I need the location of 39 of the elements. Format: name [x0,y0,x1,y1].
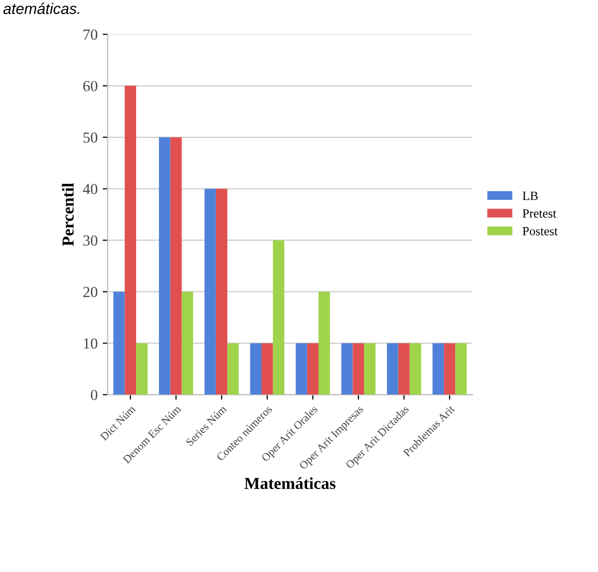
y-tick-label: 0 [90,390,98,400]
legend-label: Pretest [522,209,556,218]
bar [262,343,273,395]
bar [216,188,228,395]
x-axis-title: Matemáticas [244,477,336,490]
x-tick-label: Dict Núm [99,404,136,441]
bar [410,343,422,395]
y-tick-label: 40 [82,184,98,194]
bar [296,343,308,395]
bar [136,343,148,395]
bar [318,292,330,395]
bar [272,240,284,395]
legend-label: LB [522,192,538,200]
bar [158,137,170,395]
text: atemáticas. [3,2,80,14]
bar [204,188,216,395]
bar [444,343,456,395]
bar [250,343,262,395]
bar [432,343,444,395]
bar [455,343,467,395]
y-tick-label: 20 [83,286,98,298]
y-tick-label: 70 [84,29,98,40]
legend-label: Postest [522,227,558,236]
bar [170,137,182,395]
y-tick-label: 10 [84,338,98,349]
y-tick-label: 50 [84,132,98,143]
bar [398,343,410,395]
bar [352,343,364,395]
bar [364,343,376,395]
bar [341,343,353,395]
y-tick-label: 60 [83,80,98,92]
bar [227,343,239,395]
bar [124,86,136,395]
bar [307,343,319,395]
bar [386,343,398,395]
bar [113,292,125,395]
y-axis-title: Percentil [62,183,74,246]
bar [182,292,194,395]
y-tick-label: 30 [83,235,98,246]
